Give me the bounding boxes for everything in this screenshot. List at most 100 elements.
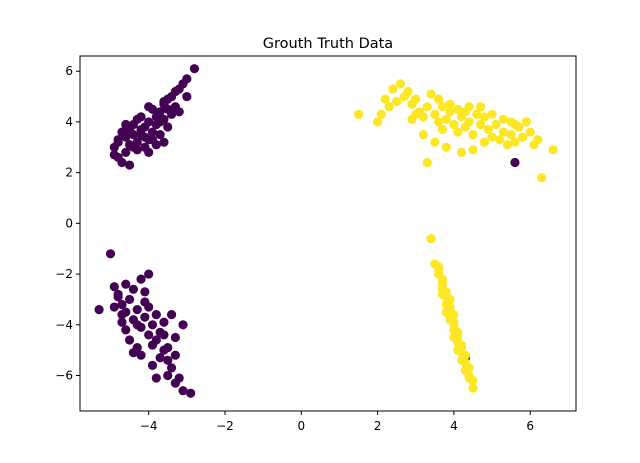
- scatter-point: [384, 102, 394, 112]
- scatter-point: [170, 350, 180, 360]
- scatter-point: [144, 147, 154, 157]
- scatter-point: [517, 132, 528, 142]
- scatter-point: [109, 302, 119, 312]
- scatter-point: [445, 294, 455, 305]
- scatter-point: [166, 310, 177, 320]
- scatter-point: [155, 107, 165, 117]
- x-tick-label: 6: [526, 419, 534, 433]
- scatter-point: [476, 102, 486, 112]
- scatter-point: [144, 302, 154, 312]
- x-tick-label: 0: [297, 419, 305, 433]
- scatter-point: [163, 355, 173, 365]
- scatter-point: [128, 348, 139, 358]
- scatter-point: [121, 325, 131, 335]
- y-tick-label: −6: [55, 369, 73, 383]
- scatter-point: [434, 269, 444, 279]
- scatter-point: [422, 157, 432, 168]
- x-tick-label: 2: [374, 419, 382, 433]
- scatter-point: [418, 112, 428, 122]
- y-tick-label: 4: [65, 115, 73, 129]
- scatter-point: [449, 332, 459, 343]
- scatter-point: [117, 310, 127, 320]
- y-tick-label: −4: [55, 318, 73, 332]
- scatter-point: [464, 117, 474, 127]
- scatter-point: [441, 307, 451, 317]
- scatter-point: [166, 363, 177, 373]
- scatter-point: [121, 119, 131, 130]
- scatter-point: [453, 345, 463, 355]
- scatter-point: [136, 350, 146, 360]
- scatter-point: [464, 373, 474, 383]
- scatter-point: [174, 373, 184, 383]
- scatter-point: [479, 112, 490, 122]
- scatter-point: [437, 279, 448, 289]
- scatter-point: [468, 130, 478, 140]
- scatter-point: [449, 119, 459, 130]
- scatter-point: [525, 127, 535, 137]
- scatter-point: [144, 269, 154, 279]
- scatter-point: [125, 335, 135, 345]
- scatter-point: [159, 330, 169, 340]
- scatter-point: [434, 94, 444, 104]
- scatter-point: [140, 287, 150, 297]
- scatter-point: [109, 150, 119, 160]
- scatter-point: [113, 137, 123, 147]
- scatter-point: [147, 340, 158, 350]
- scatter-point: [380, 94, 390, 104]
- scatter-point: [441, 142, 451, 152]
- scatter-point: [147, 360, 158, 370]
- scatter-point: [155, 117, 165, 127]
- scatter-point: [159, 317, 169, 327]
- scatter-point: [121, 279, 131, 289]
- scatter-point: [403, 86, 413, 97]
- scatter-point: [159, 137, 169, 147]
- scatter-point: [94, 304, 104, 315]
- scatter-point: [437, 124, 448, 135]
- scatter-point: [178, 320, 188, 330]
- chart-title: Grouth Truth Data: [263, 36, 393, 52]
- scatter-point: [411, 109, 421, 119]
- scatter-point: [109, 282, 119, 292]
- scatter-point: [121, 132, 131, 142]
- scatter-point: [502, 140, 512, 150]
- scatter-point: [144, 117, 154, 127]
- scatter-point: [117, 299, 127, 310]
- scatter-point: [479, 137, 490, 147]
- scatter-point: [468, 145, 478, 155]
- scatter-point: [159, 97, 169, 107]
- scatter-point: [472, 109, 482, 119]
- plot-frame: [79, 55, 577, 412]
- scatter-point: [456, 147, 467, 157]
- scatter-point: [186, 388, 196, 398]
- x-tick-label: 4: [450, 419, 458, 433]
- scatter-point: [506, 117, 516, 127]
- scatter-point: [487, 109, 497, 119]
- scatter-point: [170, 332, 180, 343]
- scatter-point: [506, 130, 516, 140]
- y-tick-label: 2: [65, 166, 73, 180]
- scatter-point: [132, 114, 142, 124]
- scatter-point: [147, 320, 158, 330]
- scatter-point: [434, 117, 444, 127]
- scatter-point: [460, 107, 470, 117]
- y-tick-label: 6: [65, 64, 73, 78]
- scatter-point: [151, 310, 161, 320]
- scatter-point: [510, 157, 520, 168]
- y-tick-label: 0: [65, 216, 73, 230]
- scatter-point: [430, 109, 440, 119]
- scatter-point: [125, 294, 135, 305]
- scatter-point: [140, 312, 150, 322]
- x-tick-label: −2: [216, 419, 234, 433]
- scatter-point: [392, 97, 402, 107]
- scatter-point: [121, 147, 131, 157]
- scatter-point: [495, 135, 505, 145]
- scatter-point: [426, 89, 436, 99]
- scatter-point: [373, 117, 383, 127]
- scatter-point: [533, 135, 543, 145]
- scatter-point: [487, 132, 497, 142]
- scatter-point: [132, 304, 142, 315]
- scatter-point: [163, 343, 173, 353]
- scatter-point: [155, 130, 165, 140]
- scatter-point: [430, 137, 440, 147]
- scatter-point: [189, 64, 200, 74]
